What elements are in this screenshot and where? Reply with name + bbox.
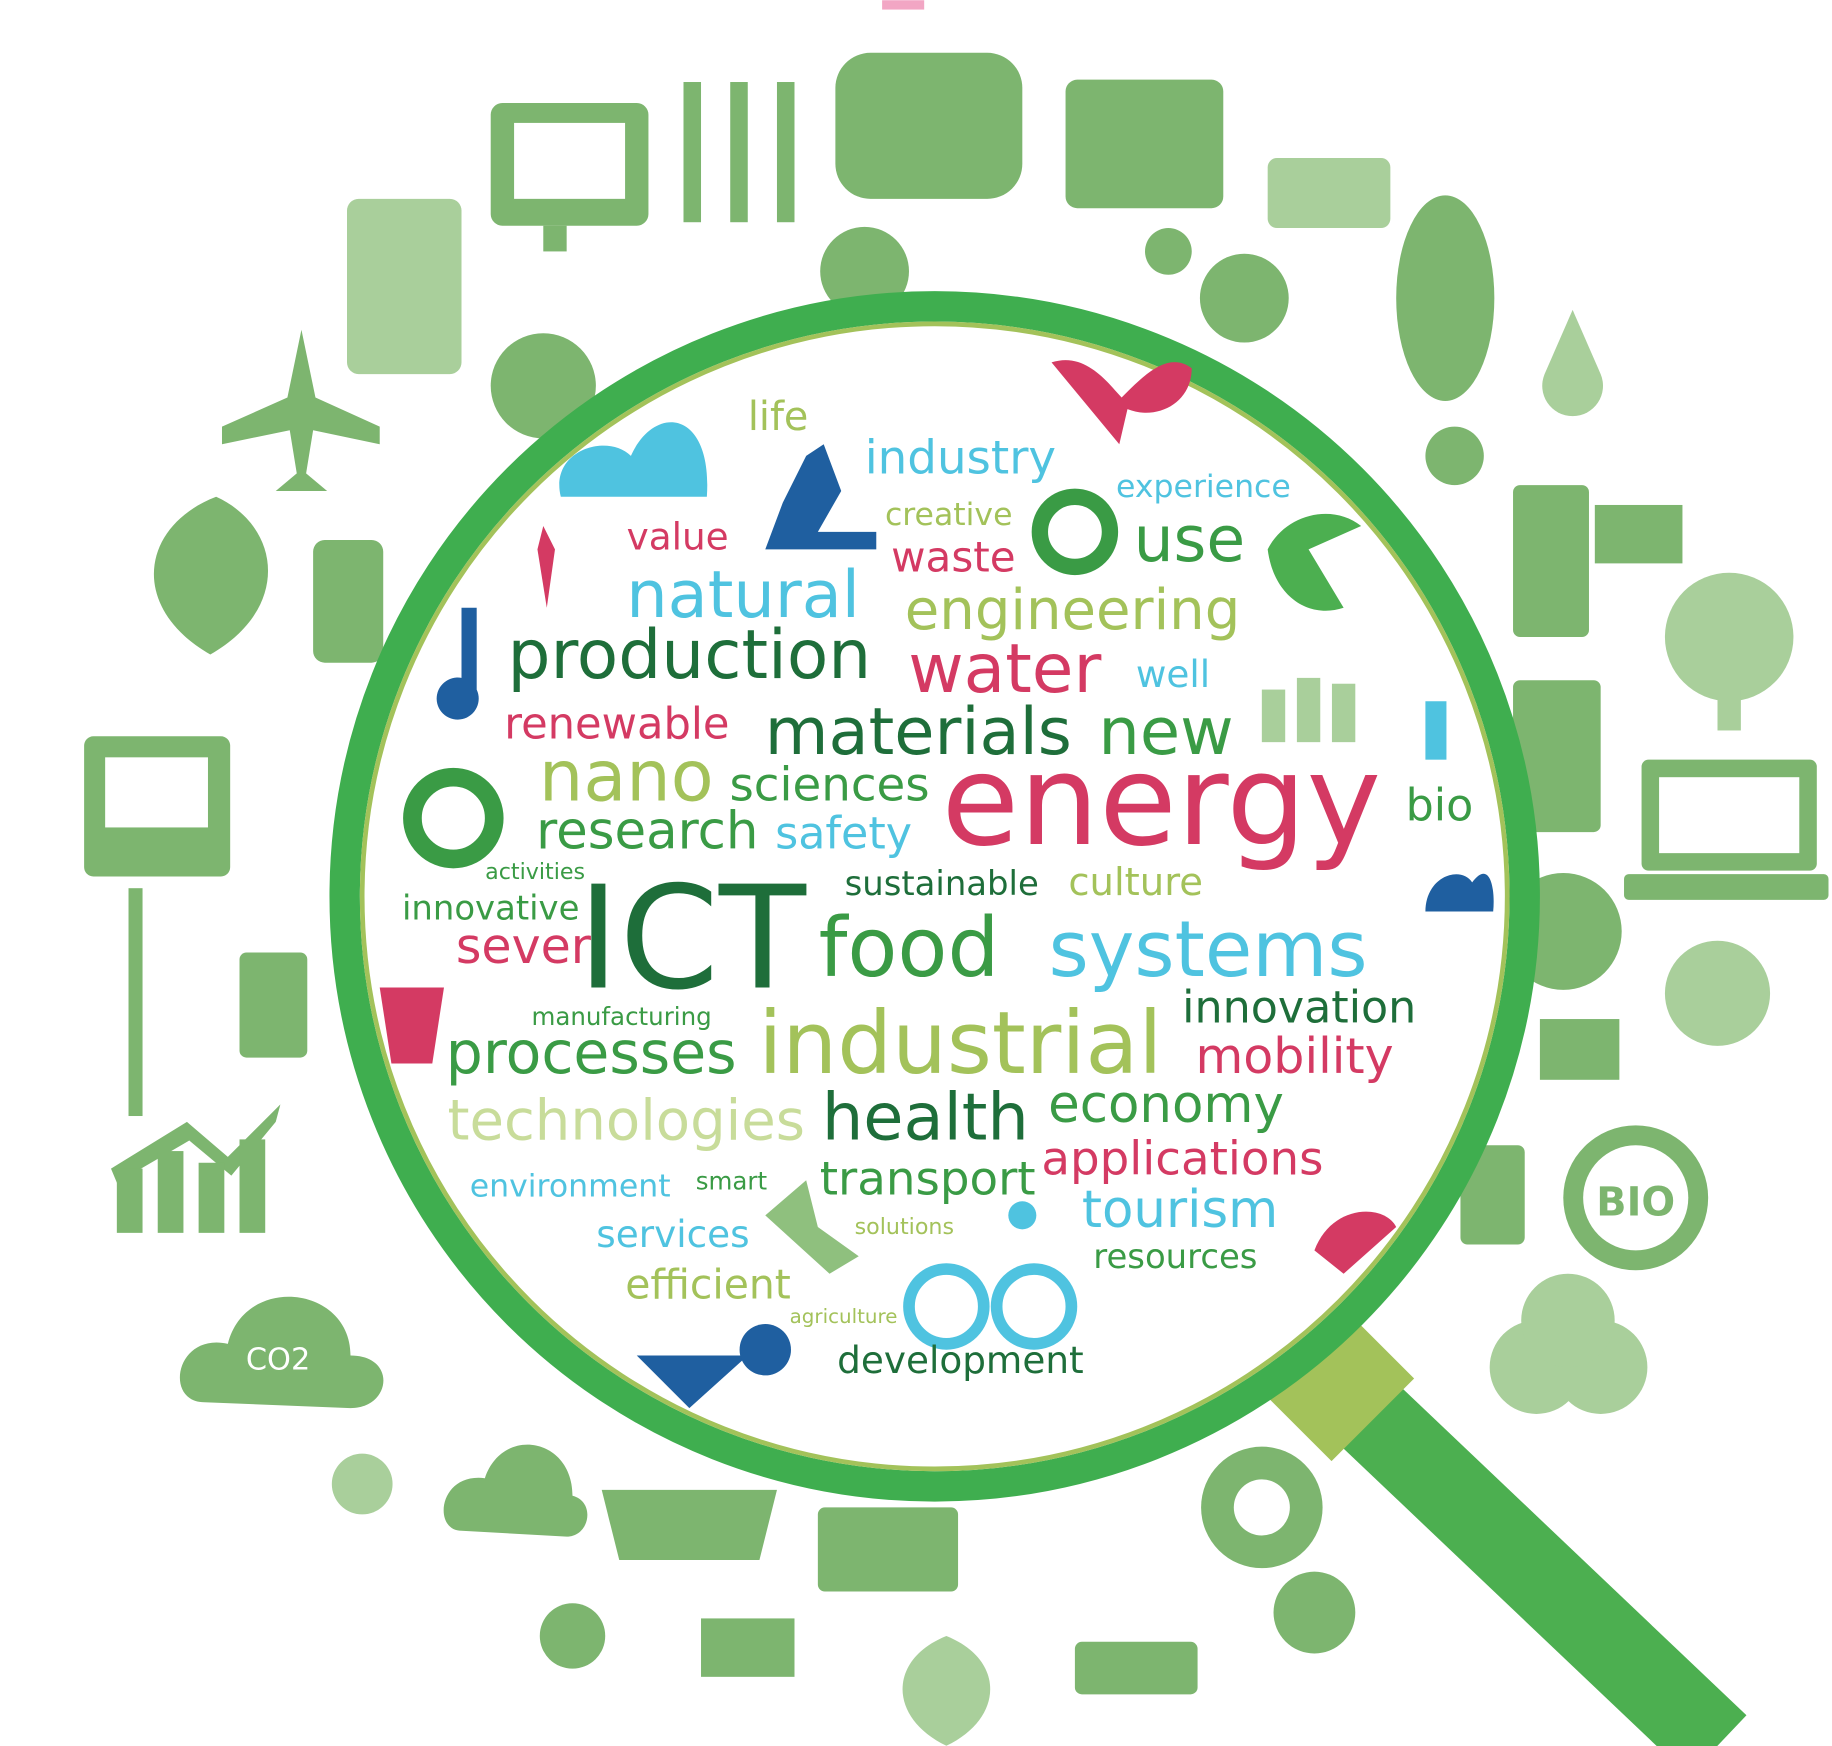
word: experience — [1116, 469, 1291, 505]
recycle-bin-icon — [347, 199, 462, 374]
word: resources — [1093, 1237, 1257, 1276]
car-icon — [835, 53, 1022, 199]
chart-bar — [199, 1163, 225, 1233]
usb-stick-icon — [1425, 701, 1446, 759]
drop-icon — [1542, 310, 1603, 416]
word: waste — [891, 533, 1015, 582]
magnifier-handle — [1344, 1391, 1718, 1746]
gear-hole — [1234, 1479, 1290, 1535]
word: energy — [942, 727, 1382, 874]
gear-icon — [1145, 228, 1192, 275]
search-icon — [332, 1454, 393, 1515]
word: use — [1134, 502, 1246, 576]
icon-label: BIO — [1596, 1179, 1675, 1225]
word: industry — [865, 431, 1056, 485]
tv-screen — [105, 757, 208, 827]
word: environment — [470, 1169, 671, 1205]
leaf-icon — [154, 497, 268, 655]
word: creative — [885, 497, 1013, 533]
phone-icon — [313, 540, 383, 663]
gear-icon — [1425, 427, 1483, 485]
gear-icon — [540, 1603, 605, 1668]
word: sever — [456, 917, 592, 975]
word: economy — [1048, 1075, 1284, 1135]
word: solutions — [855, 1214, 954, 1240]
corn-icon — [1396, 195, 1494, 401]
word: safety — [775, 808, 912, 859]
chart-bar — [117, 1169, 143, 1233]
mixer-icon — [777, 82, 795, 222]
word: culture — [1068, 860, 1203, 905]
word: processes — [446, 1019, 737, 1087]
word: well — [1136, 652, 1210, 696]
illustration: BIO CO2 — [0, 0, 1832, 1746]
word: agriculture — [790, 1305, 898, 1328]
wind-turbine-icon — [129, 888, 143, 1116]
word: value — [627, 514, 729, 558]
gear-icon — [1274, 1572, 1356, 1654]
picture-icon — [1540, 1019, 1619, 1080]
chart-bar — [240, 1139, 266, 1232]
icon-label: CO2 — [246, 1343, 310, 1378]
mixer-icon — [683, 82, 701, 222]
chart-bar — [158, 1151, 184, 1233]
globe-icon — [1200, 254, 1289, 343]
keyboard-icon — [1075, 1642, 1198, 1695]
word: efficient — [625, 1260, 791, 1308]
chart-icon — [701, 1618, 794, 1676]
tree-icon — [1665, 573, 1794, 702]
mobile-icon — [240, 952, 308, 1057]
word: technologies — [447, 1088, 805, 1153]
ship-icon — [602, 1490, 777, 1560]
word: activities — [485, 859, 585, 885]
rain-cloud-icon — [444, 1445, 588, 1537]
word: tourism — [1082, 1180, 1278, 1240]
top-mark — [882, 0, 924, 9]
plant-icon — [903, 1636, 991, 1746]
solar-panel-cells — [514, 123, 625, 199]
word: research — [536, 801, 758, 861]
magnifier-collar — [1309, 1356, 1373, 1420]
word: sustainable — [845, 864, 1039, 903]
camera-icon — [1595, 505, 1683, 563]
word: bio — [1406, 780, 1474, 831]
clover-icon — [1521, 1274, 1614, 1367]
briefcase-icon — [1066, 80, 1224, 209]
word: services — [596, 1212, 749, 1256]
laptop-screen — [1659, 777, 1799, 853]
word: health — [822, 1079, 1029, 1155]
word: sciences — [729, 759, 929, 813]
mixer-icon — [730, 82, 748, 222]
camera-icon — [1513, 485, 1589, 637]
ship-icon — [1268, 158, 1391, 228]
tree-trunk — [1718, 690, 1741, 731]
word: life — [748, 394, 809, 440]
laptop-base — [1624, 874, 1828, 900]
word: production — [507, 615, 871, 694]
bag-icon — [818, 1507, 958, 1591]
solar-panel-stand — [543, 226, 566, 252]
word: smart — [696, 1167, 768, 1196]
snowflake-icon — [1665, 941, 1770, 1046]
cocktail-fruit — [740, 1324, 791, 1375]
word: systems — [1049, 905, 1368, 995]
word: transport — [820, 1152, 1036, 1206]
word: development — [837, 1338, 1084, 1382]
word: applications — [1041, 1132, 1323, 1186]
page: {"words": ["life", "industry", "experien… — [0, 0, 1832, 1746]
word: food — [819, 901, 1000, 996]
